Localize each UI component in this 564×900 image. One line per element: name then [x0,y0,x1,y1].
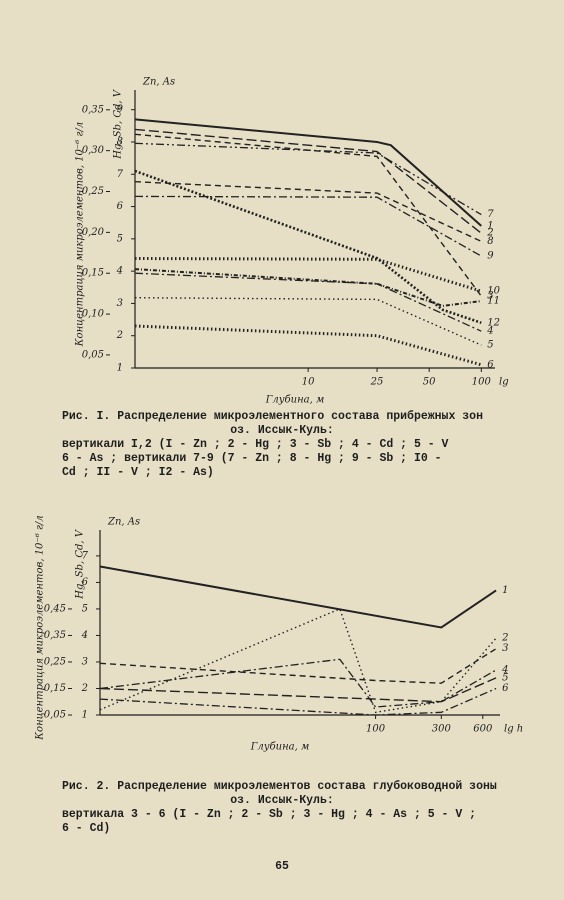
series-label: 10 [487,286,500,297]
y2-tick-label: 0,20 [82,227,105,238]
series-line [134,169,482,325]
caption-line: оз. Иссык-Куль: [230,424,334,437]
y2-tick-label: 0,35 [82,104,104,115]
series-line [134,128,482,234]
caption-line: Рис. 2. Распределение микроэлементов сос… [62,780,497,793]
x-tick-label: 300 [432,724,452,735]
y2-tick-label: 0,45 [44,603,66,614]
series-label: 2 [486,228,493,239]
y-axis-label: Zn, As [142,77,175,88]
series-label: 3 [487,291,493,302]
series-label: 6 [502,683,509,694]
x-tick-label: 50 [423,377,436,388]
series-label: 5 [502,672,508,683]
y2-tick-label: 0,15 [82,268,104,279]
series-label: 11 [487,296,500,307]
y2-tick-label: 0,30 [82,145,105,156]
series-label: 5 [487,340,493,351]
x-tick-label: 100 [472,377,492,388]
y-tick-label: 8 [117,136,123,147]
series-line [134,142,482,216]
series-label: 9 [487,251,494,262]
series-line [99,648,497,684]
series-label: 3 [502,643,508,654]
y2-tick-label: 0,05 [82,349,104,360]
series-line [99,677,497,703]
x-axis-label: Глубина, м [250,742,310,753]
caption-line: оз. Иссык-Куль: [230,794,334,807]
caption-line: вертикала 3 - 6 (I - Zn ; 2 - Sb ; 3 - H… [62,808,476,821]
series-label: 1 [502,585,508,596]
y-tick-label: 4 [116,266,123,277]
series-label: 4 [501,664,508,675]
x-tick-label: 100 [366,724,386,735]
y2-tick-label: 0,05 [44,710,66,721]
y-tick-label: 9 [117,104,124,115]
y-tick-label: 2 [116,330,123,341]
y-axis-title: Концентрация микроэлементов, 10⁻⁶ г/л [75,122,86,347]
caption-line: Cd ; II - V ; I2 - As) [62,466,214,479]
series-line [134,118,482,227]
y2-tick-label: 0,15 [44,683,66,694]
x-tick-label: 600 [473,724,493,735]
series-label: 12 [487,317,500,328]
y-tick-label: 2 [81,683,88,694]
series-line [134,257,482,293]
series-line [134,133,482,297]
y-tick-label: 3 [82,656,88,667]
page-number: 65 [275,860,289,873]
series-line [134,324,482,367]
caption-line: 6 - Cd) [62,822,110,835]
y-axis-label: Zn, As [107,517,140,528]
y2-tick-label: 0,25 [44,656,66,667]
series-label: 7 [487,209,494,220]
x-tick-label: 10 [302,377,315,388]
series-line [99,607,497,714]
series-label: 8 [487,236,493,247]
y-tick-label: 1 [82,710,88,721]
y2-axis-label: Hg, Sb, Cd, V [75,528,86,599]
series-label: 1 [487,220,493,231]
y-tick-label: 6 [117,201,124,212]
caption-line: Рис. I. Распределение микроэлементного с… [62,410,483,423]
series-label: 6 [487,359,494,370]
series-line [134,272,482,332]
y-tick-label: 7 [117,169,124,180]
y-tick-label: 3 [117,298,123,309]
y2-axis-label: Hg, Sb, Cd, V [113,88,124,159]
x-axis-label: Глубина, м [265,395,325,406]
series-label: 2 [501,633,508,644]
y2-tick-label: 0,10 [82,309,105,320]
series-line [134,181,482,243]
series-label: 4 [486,326,493,337]
y-tick-label: 1 [117,363,123,374]
y2-tick-label: 0,35 [44,630,66,641]
y-tick-label: 5 [82,603,88,614]
series-line [99,687,497,716]
series-line [99,658,497,708]
caption-line: вертикали I,2 (I - Zn ; 2 - Hg ; 3 - Sb … [62,438,449,451]
y-tick-label: 7 [82,550,89,561]
series-line [134,195,482,257]
y-tick-label: 4 [81,630,88,641]
x-unit: lg h [504,724,523,735]
x-unit: lg [499,377,509,388]
y-axis-title: Концентрация микроэлементов, 10⁻⁶ г/л [35,515,46,740]
series-line [99,565,497,629]
y-tick-label: 5 [117,233,123,244]
y-tick-label: 6 [82,577,89,588]
caption-line: 6 - As ; вертикали 7-9 (7 - Zn ; 8 - Hg … [62,452,442,465]
x-tick-label: 25 [370,377,384,388]
y2-tick-label: 0,25 [82,186,104,197]
